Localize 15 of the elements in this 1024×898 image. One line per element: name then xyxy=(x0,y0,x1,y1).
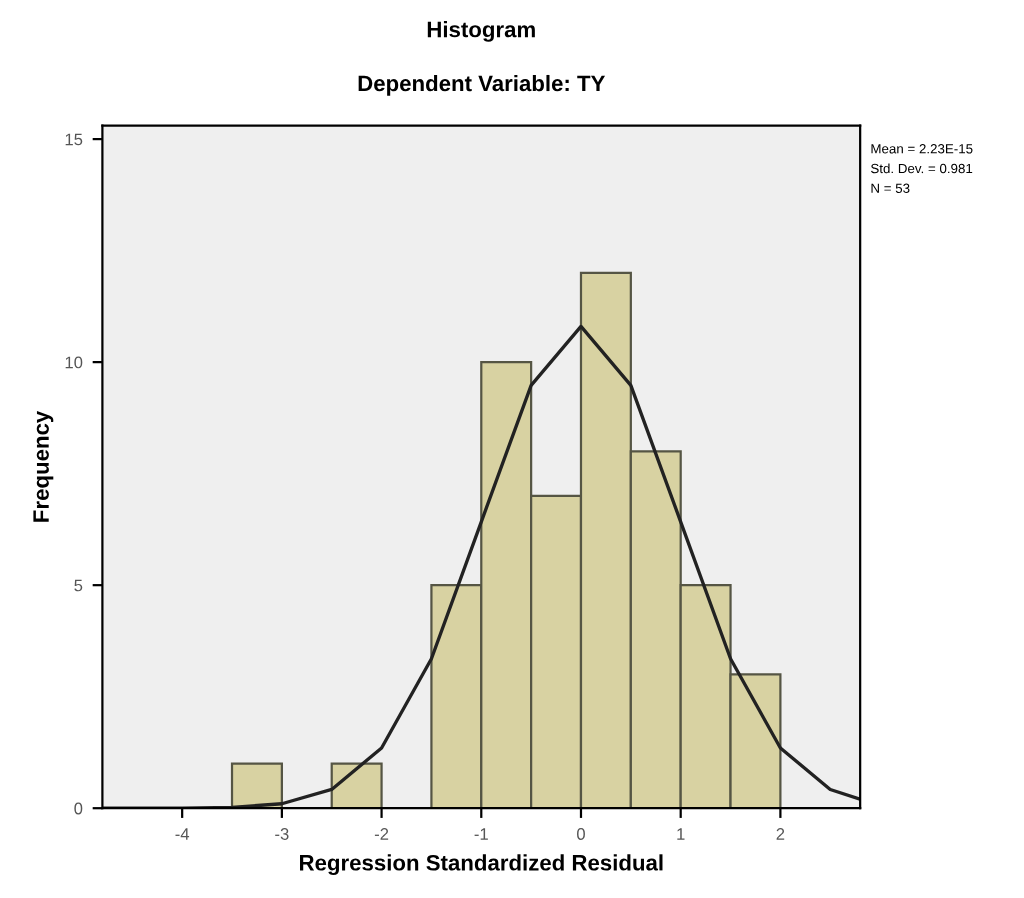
x-tick-label: -4 xyxy=(175,828,190,840)
chart-subtitle: Dependent Variable: TY xyxy=(358,74,606,96)
x-tick-label: 1 xyxy=(677,828,685,840)
x-tick-label: -1 xyxy=(474,828,488,840)
x-tick-label: -3 xyxy=(275,828,289,840)
x-tick-label: 2 xyxy=(776,828,785,840)
x-tick-label: -2 xyxy=(374,828,389,840)
x-axis-title: Regression Standardized Residual xyxy=(300,854,663,876)
y-tick-label: 15 xyxy=(65,133,83,146)
y-axis-title: Frequency xyxy=(33,410,54,522)
y-tick-label: 5 xyxy=(74,579,83,592)
x-tick-label: 0 xyxy=(577,828,585,840)
chart-title: Histogram xyxy=(427,21,535,42)
y-tick-label: 10 xyxy=(65,356,83,369)
y-tick-label: 0 xyxy=(74,802,83,815)
